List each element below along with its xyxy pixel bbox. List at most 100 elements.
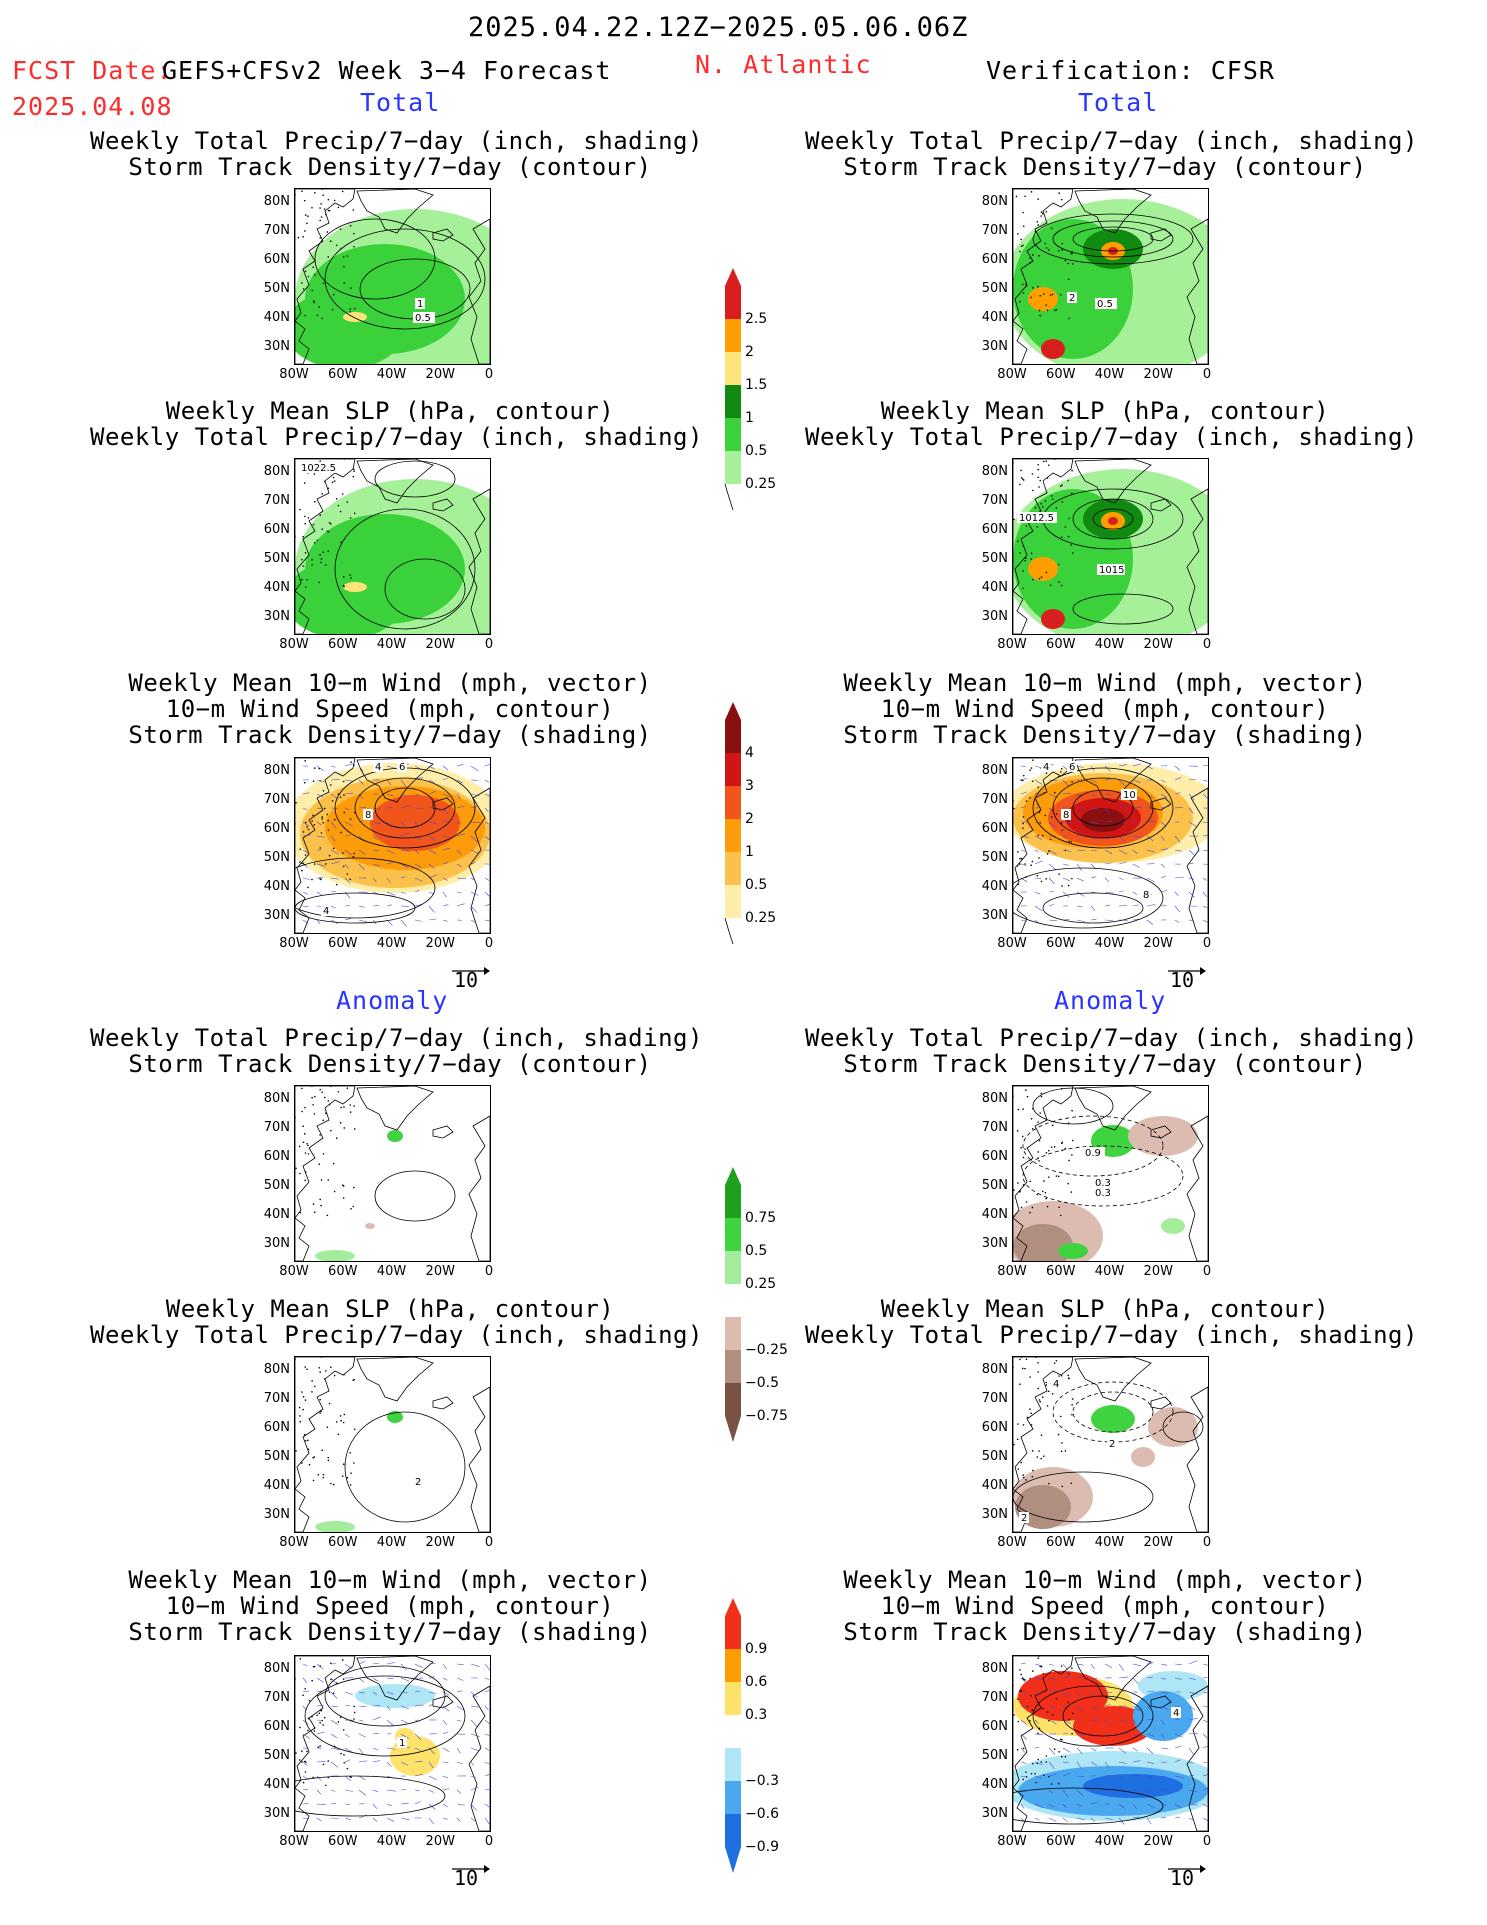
coast-detail (353, 1186, 355, 1189)
wind-vector (302, 1803, 309, 1805)
coastline (1186, 787, 1208, 933)
wind-vector (386, 877, 391, 883)
wind-vector (470, 1663, 480, 1667)
wind-vector (428, 1703, 434, 1707)
coast-detail (329, 240, 332, 243)
coast-detail (304, 1171, 307, 1173)
wind-vector (414, 777, 423, 781)
coastline (1013, 189, 1074, 322)
wind-vector (1202, 891, 1208, 897)
coast-detail (1040, 1761, 1043, 1763)
coast-detail (1071, 252, 1073, 255)
wind-vector (372, 1747, 379, 1751)
colorbar-arrow-bottom (725, 1416, 741, 1442)
wind-vector (1160, 1691, 1169, 1694)
svg-text:0.5: 0.5 (1097, 299, 1113, 310)
coast-detail (349, 308, 352, 310)
wind-vector (1160, 779, 1166, 783)
coast-detail (302, 1125, 304, 1128)
coast-detail (313, 541, 316, 544)
colorbar-segment (725, 885, 741, 918)
contour-label: 0.5 (1095, 298, 1117, 310)
wind-vector (344, 821, 353, 827)
wind-vector (1048, 1817, 1057, 1822)
vector-reference-vf-total: 10 (1166, 962, 1206, 992)
coast-detail (1067, 1701, 1070, 1704)
vector-reference-label: 10 (1170, 968, 1195, 992)
lat-tick-label: 80N (263, 464, 290, 479)
coast-detail (307, 1439, 309, 1442)
coast-detail (1071, 1398, 1074, 1400)
wind-vector (344, 1691, 353, 1696)
colorbar-segment (725, 1284, 741, 1317)
coastline (1186, 1685, 1208, 1831)
wind-vector (1132, 763, 1142, 767)
wind-vector (400, 793, 408, 797)
coast-detail (1024, 1679, 1026, 1681)
coastline (356, 1656, 434, 1701)
contour-line (1092, 508, 1134, 530)
coast-detail (1026, 1095, 1029, 1098)
coast-detail (1051, 1124, 1054, 1127)
coastline (1186, 488, 1208, 634)
wind-vector (1034, 1803, 1044, 1809)
coastline (1150, 498, 1172, 512)
svg-text:10: 10 (1123, 790, 1136, 801)
coast-detail (1044, 1191, 1047, 1194)
coast-detail (329, 784, 332, 786)
coast-detail (1017, 883, 1020, 886)
wind-vector (1160, 1803, 1167, 1806)
coast-detail (304, 1106, 306, 1109)
coast-detail (353, 1462, 355, 1464)
wind-vector (1160, 793, 1168, 799)
coast-detail (327, 487, 330, 490)
wind-vector (330, 877, 339, 880)
colorbar-storm-total: 4 3 2 1 0.5 0.25 (723, 702, 823, 992)
wind-vector (344, 1747, 353, 1753)
wind-vector (1146, 1817, 1152, 1825)
coast-detail (350, 761, 352, 763)
coast-detail (1058, 1206, 1060, 1209)
coast-detail (1060, 584, 1063, 587)
wind-vector (1174, 1733, 1183, 1738)
coast-detail (311, 206, 313, 209)
title-line: Weekly Total Precip/7−day (inch, shading… (90, 1024, 703, 1052)
wind-vector (1034, 1691, 1042, 1695)
wind-vector (484, 779, 490, 783)
coast-detail (304, 515, 306, 518)
wind-vector (442, 1761, 449, 1763)
svg-text:1022.5: 1022.5 (301, 463, 336, 474)
contour-label: 6 (397, 761, 407, 773)
coast-detail (1061, 1738, 1063, 1741)
coast-detail (343, 1127, 346, 1129)
coast-detail (335, 1421, 338, 1423)
contour-label: 4 (1041, 761, 1051, 773)
coast-detail (1071, 877, 1073, 880)
wind-vector (372, 1716, 381, 1721)
coastline (1186, 1386, 1208, 1532)
coast-detail (295, 193, 296, 196)
coast-detail (301, 1761, 303, 1763)
lon-tick-label: 60W (328, 936, 358, 951)
map-verification-wind-total: 4 6 8 10 8 (1012, 757, 1209, 934)
wind-vector (428, 849, 437, 854)
coast-detail (313, 863, 316, 865)
coast-detail (302, 535, 304, 538)
wind-vector (1048, 849, 1057, 855)
shading-area (1041, 609, 1065, 629)
coast-detail (1025, 525, 1028, 527)
coast-detail (307, 886, 309, 889)
wind-vector (414, 904, 422, 907)
wind-vector (1034, 1677, 1043, 1681)
lon-tick-label: 0 (1202, 637, 1212, 652)
lat-tick-label: 80N (981, 464, 1008, 479)
wind-vector (414, 849, 420, 855)
fcst-date-label: FCST Date: (12, 56, 173, 85)
lon-tick-label: 20W (425, 1264, 455, 1279)
coast-detail (1071, 758, 1074, 759)
lat-tick-label: 80N (263, 1661, 290, 1676)
lon-tick-label: 40W (1094, 1264, 1125, 1279)
lat-tick-label: 30N (263, 609, 290, 624)
coast-detail (1037, 476, 1039, 479)
coast-detail (1061, 1442, 1063, 1444)
